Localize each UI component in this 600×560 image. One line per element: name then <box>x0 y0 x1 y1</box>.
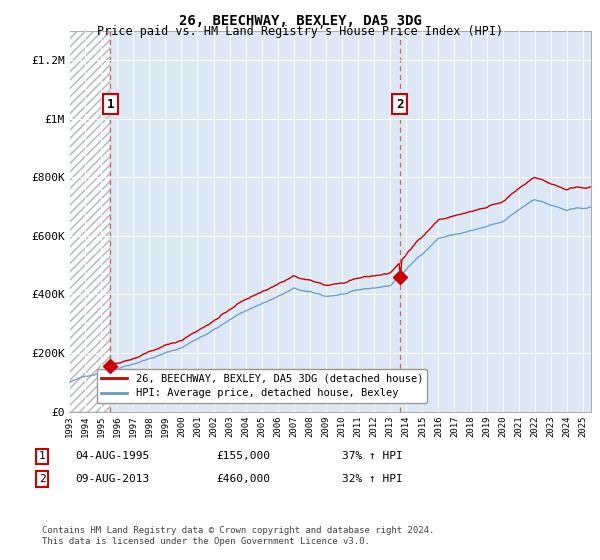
Text: 1: 1 <box>107 97 114 110</box>
Bar <box>69 31 110 412</box>
Text: £460,000: £460,000 <box>216 474 270 484</box>
Text: 32% ↑ HPI: 32% ↑ HPI <box>342 474 403 484</box>
Text: 26, BEECHWAY, BEXLEY, DA5 3DG: 26, BEECHWAY, BEXLEY, DA5 3DG <box>179 14 421 28</box>
Text: Contains HM Land Registry data © Crown copyright and database right 2024.
This d: Contains HM Land Registry data © Crown c… <box>42 526 434 546</box>
Text: 37% ↑ HPI: 37% ↑ HPI <box>342 451 403 461</box>
Text: 04-AUG-1995: 04-AUG-1995 <box>75 451 149 461</box>
Legend: 26, BEECHWAY, BEXLEY, DA5 3DG (detached house), HPI: Average price, detached hou: 26, BEECHWAY, BEXLEY, DA5 3DG (detached … <box>97 369 427 403</box>
Text: 1: 1 <box>38 451 46 461</box>
Text: 09-AUG-2013: 09-AUG-2013 <box>75 474 149 484</box>
Text: £155,000: £155,000 <box>216 451 270 461</box>
Text: 2: 2 <box>396 97 403 110</box>
Text: Price paid vs. HM Land Registry’s House Price Index (HPI): Price paid vs. HM Land Registry’s House … <box>97 25 503 38</box>
Text: 2: 2 <box>38 474 46 484</box>
